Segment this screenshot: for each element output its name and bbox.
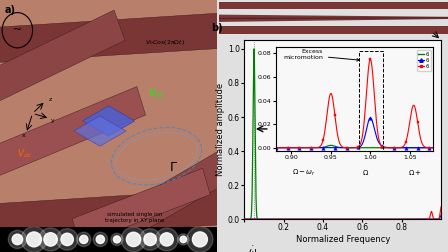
Point [14,237,21,241]
Point [64,237,71,241]
Point [47,237,54,241]
Polygon shape [0,10,125,103]
Point [30,237,38,241]
Point [64,237,71,241]
Point [180,237,187,241]
X-axis label: Normalized Frequency: Normalized Frequency [296,235,390,244]
Point [30,237,38,241]
Polygon shape [91,149,234,252]
Point [180,237,187,241]
Point [97,237,104,241]
Y-axis label: Normalized amplitude: Normalized amplitude [216,83,225,176]
Point [146,237,154,241]
Point [146,237,154,241]
Text: y: y [51,118,55,123]
Polygon shape [219,15,448,22]
Point [47,237,54,241]
Polygon shape [82,106,135,136]
Point [80,237,87,241]
Text: $V_{dc}$: $V_{dc}$ [148,86,164,100]
Text: ~: ~ [13,25,22,35]
Polygon shape [0,13,229,63]
Text: $\dot{\omega}_r$: $\dot{\omega}_r$ [248,244,260,252]
Point [130,237,137,241]
Point [196,237,203,241]
Point [113,237,121,241]
Text: x: x [22,133,26,138]
Polygon shape [72,168,210,245]
Point [130,237,137,241]
Point [80,237,87,241]
Bar [219,26,448,34]
Text: $V_{dc}$: $V_{dc}$ [17,147,33,160]
Text: $\Gamma$: $\Gamma$ [169,161,178,174]
Text: a): a) [4,5,15,15]
Polygon shape [74,116,126,146]
Text: $V_0Cos(2\pi\Omega t)$: $V_0Cos(2\pi\Omega t)$ [145,38,185,47]
Polygon shape [0,86,146,178]
Point [97,237,104,241]
Text: z: z [49,97,52,102]
Point [113,237,121,241]
Text: simulated single ion
trajectory in XY plane: simulated single ion trajectory in XY pl… [105,212,164,223]
Point [163,237,170,241]
Point [163,237,170,241]
Polygon shape [0,189,229,239]
Point [196,237,203,241]
Point [14,237,21,241]
Text: b): b) [211,23,222,33]
Bar [219,2,448,9]
